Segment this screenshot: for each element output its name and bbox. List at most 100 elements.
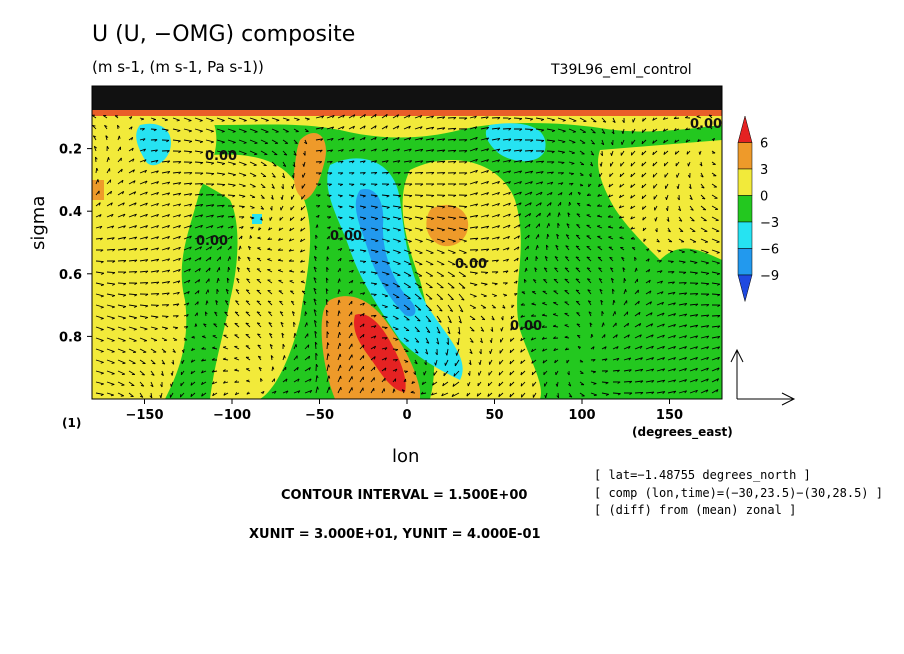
wind-vector-head <box>442 382 445 387</box>
wind-vector <box>348 194 355 197</box>
wind-vector-head <box>277 258 281 261</box>
wind-vector <box>499 348 504 354</box>
wind-vector <box>256 322 262 328</box>
wind-vector-head <box>576 234 580 237</box>
wind-vector-head <box>640 392 644 395</box>
wind-vector <box>509 359 515 365</box>
wind-vector <box>150 258 159 262</box>
wind-vector <box>194 246 202 251</box>
wind-vector <box>700 325 709 328</box>
wind-vector-head <box>453 117 457 120</box>
wind-vector-head <box>619 236 623 239</box>
wind-vector-head <box>662 334 665 338</box>
wind-vector <box>249 172 257 177</box>
wind-vector-head <box>570 182 574 186</box>
wind-vector-head <box>485 116 489 120</box>
wind-vector-head <box>201 358 204 362</box>
wind-vector <box>392 148 400 152</box>
wind-vector-head <box>123 225 126 229</box>
wind-vector <box>452 381 460 387</box>
wind-vector-head <box>673 346 676 350</box>
x-tick-label: 50 <box>485 408 503 423</box>
wind-vector <box>370 271 378 274</box>
wind-vector <box>95 381 104 385</box>
wind-vector <box>557 182 564 185</box>
wind-vector-head <box>384 316 388 319</box>
wind-vector <box>568 150 575 154</box>
wind-vector-head <box>385 114 388 118</box>
wind-vector-head <box>420 126 423 130</box>
wind-vector-head <box>319 161 323 164</box>
wind-vector <box>469 214 478 218</box>
wind-vector-head <box>177 130 181 133</box>
wind-vector-head <box>149 395 153 399</box>
wind-vector <box>172 235 181 240</box>
wind-vector-head <box>676 186 679 190</box>
wind-vector-head <box>314 256 317 259</box>
wind-vector <box>392 326 399 330</box>
wind-vector <box>656 368 665 372</box>
wind-vector-head <box>452 383 455 387</box>
wind-vector-head <box>133 340 137 342</box>
wind-vector-head <box>409 160 413 163</box>
wind-vector <box>128 169 135 174</box>
wind-vector <box>227 172 236 176</box>
wind-vector-head <box>363 125 366 129</box>
wind-vector <box>381 238 390 242</box>
wind-vector <box>304 333 309 339</box>
wind-vector <box>678 249 685 253</box>
wind-vector <box>183 246 192 251</box>
wind-vector-head <box>542 302 546 304</box>
wind-vector <box>128 158 135 163</box>
wind-vector <box>586 246 592 251</box>
wind-vector-head <box>475 170 478 173</box>
wind-vector-head <box>156 214 159 218</box>
wind-vector-head <box>420 206 424 209</box>
wind-vector <box>271 139 279 144</box>
wind-vector <box>161 117 168 121</box>
wind-vector-head <box>683 271 687 275</box>
wind-vector-head <box>270 355 274 358</box>
wind-vector-head <box>490 329 494 332</box>
wind-vector <box>271 117 280 121</box>
wind-vector-head <box>430 392 434 396</box>
wind-vector-head <box>395 339 399 341</box>
wind-vector-head <box>519 170 523 174</box>
wind-vector-head <box>608 194 611 198</box>
wind-vector-head <box>525 267 528 271</box>
wind-vector-head <box>268 322 272 325</box>
wind-vector <box>447 216 456 219</box>
wind-vector-head <box>234 357 238 359</box>
wind-vector-head <box>694 272 698 275</box>
x-axis-unit: (degrees_east) <box>632 425 733 439</box>
wind-vector-head <box>424 362 427 366</box>
wind-vector <box>337 310 340 317</box>
wind-vector <box>92 125 97 130</box>
wind-vector-head <box>593 394 597 397</box>
y-tick-label: 0.4 <box>59 205 82 220</box>
wind-vector <box>205 225 214 229</box>
wind-vector-head <box>672 292 676 295</box>
wind-vector-head <box>662 391 666 394</box>
wind-vector-head <box>696 115 700 117</box>
wind-vector <box>711 227 720 232</box>
wind-vector <box>128 359 136 364</box>
wind-vector <box>425 249 434 254</box>
wind-vector-head <box>373 304 377 307</box>
wind-vector-head <box>291 175 295 179</box>
wind-vector-head <box>100 295 104 298</box>
wind-vector <box>700 282 710 285</box>
wind-vector-head <box>155 160 159 163</box>
wind-vector-head <box>531 348 534 352</box>
wind-vector <box>161 192 170 196</box>
wind-vector-head <box>455 352 458 356</box>
wind-vector <box>678 292 687 295</box>
region-neg3-small <box>252 214 262 224</box>
wind-vector <box>480 137 489 141</box>
wind-vector <box>117 304 126 308</box>
wind-vector <box>480 248 489 251</box>
wind-vector <box>601 392 609 395</box>
wind-vector-head <box>209 246 213 250</box>
wind-vector <box>532 381 537 387</box>
wind-vector <box>554 267 559 273</box>
